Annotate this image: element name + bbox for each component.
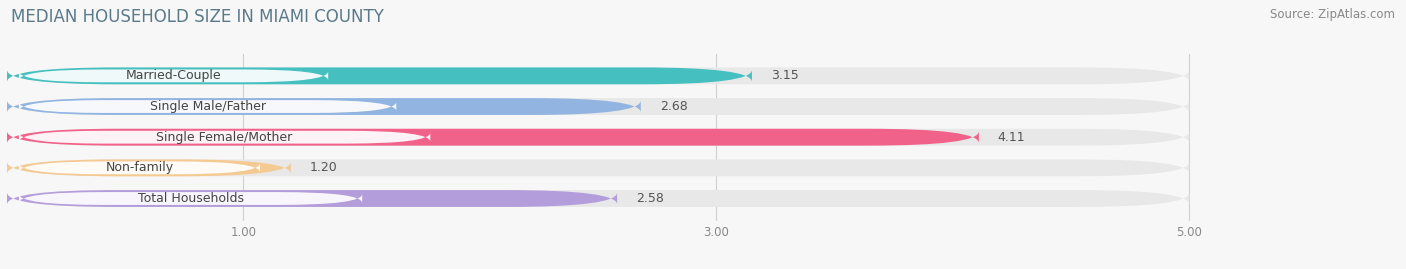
- Text: Source: ZipAtlas.com: Source: ZipAtlas.com: [1270, 8, 1395, 21]
- Text: 3.15: 3.15: [770, 69, 799, 82]
- FancyBboxPatch shape: [7, 160, 1189, 176]
- FancyBboxPatch shape: [7, 68, 752, 84]
- Text: Single Male/Father: Single Male/Father: [149, 100, 266, 113]
- FancyBboxPatch shape: [7, 190, 1189, 207]
- FancyBboxPatch shape: [18, 100, 396, 113]
- FancyBboxPatch shape: [7, 160, 291, 176]
- Text: MEDIAN HOUSEHOLD SIZE IN MIAMI COUNTY: MEDIAN HOUSEHOLD SIZE IN MIAMI COUNTY: [11, 8, 384, 26]
- Text: Married-Couple: Married-Couple: [125, 69, 221, 82]
- Text: Total Households: Total Households: [138, 192, 243, 205]
- FancyBboxPatch shape: [7, 129, 979, 146]
- FancyBboxPatch shape: [7, 98, 1189, 115]
- FancyBboxPatch shape: [18, 69, 328, 82]
- FancyBboxPatch shape: [7, 68, 1189, 84]
- FancyBboxPatch shape: [7, 98, 641, 115]
- FancyBboxPatch shape: [7, 190, 617, 207]
- FancyBboxPatch shape: [18, 161, 260, 174]
- FancyBboxPatch shape: [18, 131, 430, 144]
- FancyBboxPatch shape: [18, 192, 363, 205]
- Text: Single Female/Mother: Single Female/Mother: [156, 131, 292, 144]
- Text: Non-family: Non-family: [105, 161, 173, 174]
- FancyBboxPatch shape: [7, 129, 1189, 146]
- Text: 2.58: 2.58: [636, 192, 664, 205]
- Text: 1.20: 1.20: [309, 161, 337, 174]
- Text: 4.11: 4.11: [998, 131, 1025, 144]
- Text: 2.68: 2.68: [659, 100, 688, 113]
